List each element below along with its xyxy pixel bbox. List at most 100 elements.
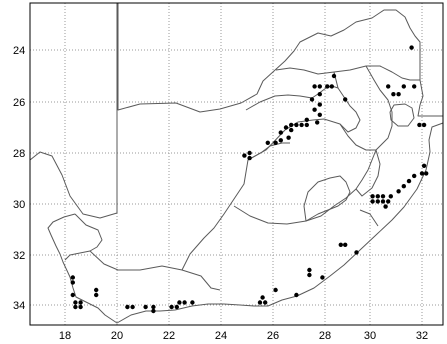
occurrence-point bbox=[125, 304, 130, 310]
lon-tick-label: 18 bbox=[59, 330, 71, 342]
occurrence-point bbox=[273, 140, 278, 145]
occurrence-point bbox=[325, 84, 330, 89]
lon-tick-label: 26 bbox=[267, 330, 279, 342]
occurrence-point bbox=[375, 194, 380, 199]
occurrence-point bbox=[190, 300, 195, 305]
latitude-axis: 24 26 28 30 32 34 bbox=[13, 45, 25, 312]
occurrence-point bbox=[391, 92, 396, 97]
occurrence-point bbox=[320, 275, 325, 280]
lon-tick-label: 28 bbox=[319, 330, 331, 342]
lat-tick-label: 34 bbox=[13, 300, 25, 312]
occurrence-point bbox=[343, 242, 348, 247]
occurrence-point bbox=[304, 122, 309, 128]
occurrence-point bbox=[317, 112, 322, 118]
occurrence-point bbox=[257, 300, 263, 305]
province-free-state-eastern-cape bbox=[233, 149, 377, 225]
occurrence-point bbox=[338, 242, 343, 247]
occurrence-point bbox=[388, 194, 393, 199]
occurrence-point bbox=[151, 304, 156, 310]
occurrence-point bbox=[317, 102, 322, 107]
occurrence-point bbox=[73, 300, 78, 305]
south-africa-outline bbox=[29, 2, 444, 324]
lat-tick-label: 28 bbox=[13, 148, 25, 160]
occurrence-point bbox=[294, 122, 299, 128]
occurrence-point bbox=[247, 150, 252, 156]
occurrence-point bbox=[247, 155, 252, 161]
lon-tick-label: 20 bbox=[111, 330, 123, 342]
occurrence-point bbox=[309, 97, 315, 102]
occurrence-point bbox=[130, 304, 135, 310]
occurrence-point bbox=[417, 122, 422, 128]
occurrence-point bbox=[289, 122, 294, 128]
lat-tick-label: 26 bbox=[13, 97, 25, 109]
lon-tick-label: 24 bbox=[215, 330, 227, 342]
lat-tick-label: 30 bbox=[13, 199, 25, 211]
occurrence-point bbox=[312, 84, 317, 89]
occurrence-point bbox=[299, 122, 304, 128]
occurrence-point bbox=[273, 287, 278, 293]
occurrence-point bbox=[401, 184, 406, 189]
occurrence-point bbox=[73, 304, 78, 310]
occurrence-point bbox=[94, 292, 99, 298]
occurrence-point bbox=[370, 199, 375, 204]
province-northern-cape-western-cape bbox=[64, 213, 221, 291]
lon-tick-label: 30 bbox=[364, 330, 376, 342]
occurrence-point bbox=[383, 204, 388, 209]
occurrence-point bbox=[182, 300, 187, 305]
occurrence-point bbox=[174, 304, 179, 310]
occurrence-point bbox=[94, 287, 99, 293]
occurrence-point bbox=[265, 140, 270, 145]
occurrence-point bbox=[294, 292, 299, 298]
occurrence-point bbox=[409, 45, 414, 50]
occurrence-point bbox=[278, 130, 283, 135]
occurrence-point bbox=[380, 199, 386, 204]
map-frame bbox=[29, 2, 444, 326]
lon-tick-label: 22 bbox=[163, 330, 175, 342]
occurrence-point bbox=[421, 122, 427, 128]
occurrence-point bbox=[419, 171, 425, 176]
lesotho-outline bbox=[303, 175, 351, 222]
occurrence-point bbox=[242, 153, 247, 158]
occurrence-point bbox=[307, 272, 312, 278]
occurrence-point bbox=[380, 194, 386, 199]
occurrence-point bbox=[421, 163, 427, 168]
occurrence-point bbox=[386, 199, 391, 204]
occurrence-records bbox=[70, 45, 429, 314]
occurrence-point bbox=[78, 300, 83, 305]
occurrence-point bbox=[396, 92, 401, 97]
occurrence-point bbox=[286, 135, 291, 140]
occurrence-point bbox=[70, 275, 76, 280]
occurrence-point bbox=[317, 92, 322, 97]
occurrence-point bbox=[331, 73, 337, 79]
occurrence-point bbox=[151, 308, 156, 314]
occurrence-point bbox=[354, 250, 359, 255]
occurrence-point bbox=[78, 304, 83, 310]
occurrence-point bbox=[169, 304, 174, 310]
occurrence-point bbox=[70, 280, 76, 285]
swaziland-outline bbox=[389, 103, 415, 127]
occurrence-point bbox=[343, 97, 348, 102]
lon-tick-label: 32 bbox=[416, 330, 428, 342]
occurrence-point bbox=[177, 300, 182, 305]
occurrence-point bbox=[412, 173, 417, 179]
occurrence-point bbox=[386, 84, 391, 89]
occurrence-point bbox=[289, 127, 294, 133]
occurrence-point bbox=[412, 84, 417, 89]
occurrence-point bbox=[260, 295, 265, 300]
occurrence-point bbox=[312, 107, 317, 112]
lat-tick-label: 32 bbox=[13, 250, 25, 262]
occurrence-point bbox=[329, 84, 334, 89]
occurrence-point bbox=[396, 189, 401, 194]
occurrence-point bbox=[317, 84, 322, 89]
occurrence-point bbox=[401, 84, 406, 89]
occurrence-point bbox=[307, 267, 312, 273]
occurrence-point bbox=[406, 178, 412, 184]
occurrence-point bbox=[315, 120, 320, 125]
occurrence-point bbox=[263, 300, 268, 305]
occurrence-point bbox=[424, 171, 429, 176]
occurrence-point bbox=[70, 292, 76, 298]
occurrence-point bbox=[278, 138, 283, 143]
occurrence-point bbox=[283, 125, 289, 130]
occurrence-point bbox=[143, 304, 148, 310]
